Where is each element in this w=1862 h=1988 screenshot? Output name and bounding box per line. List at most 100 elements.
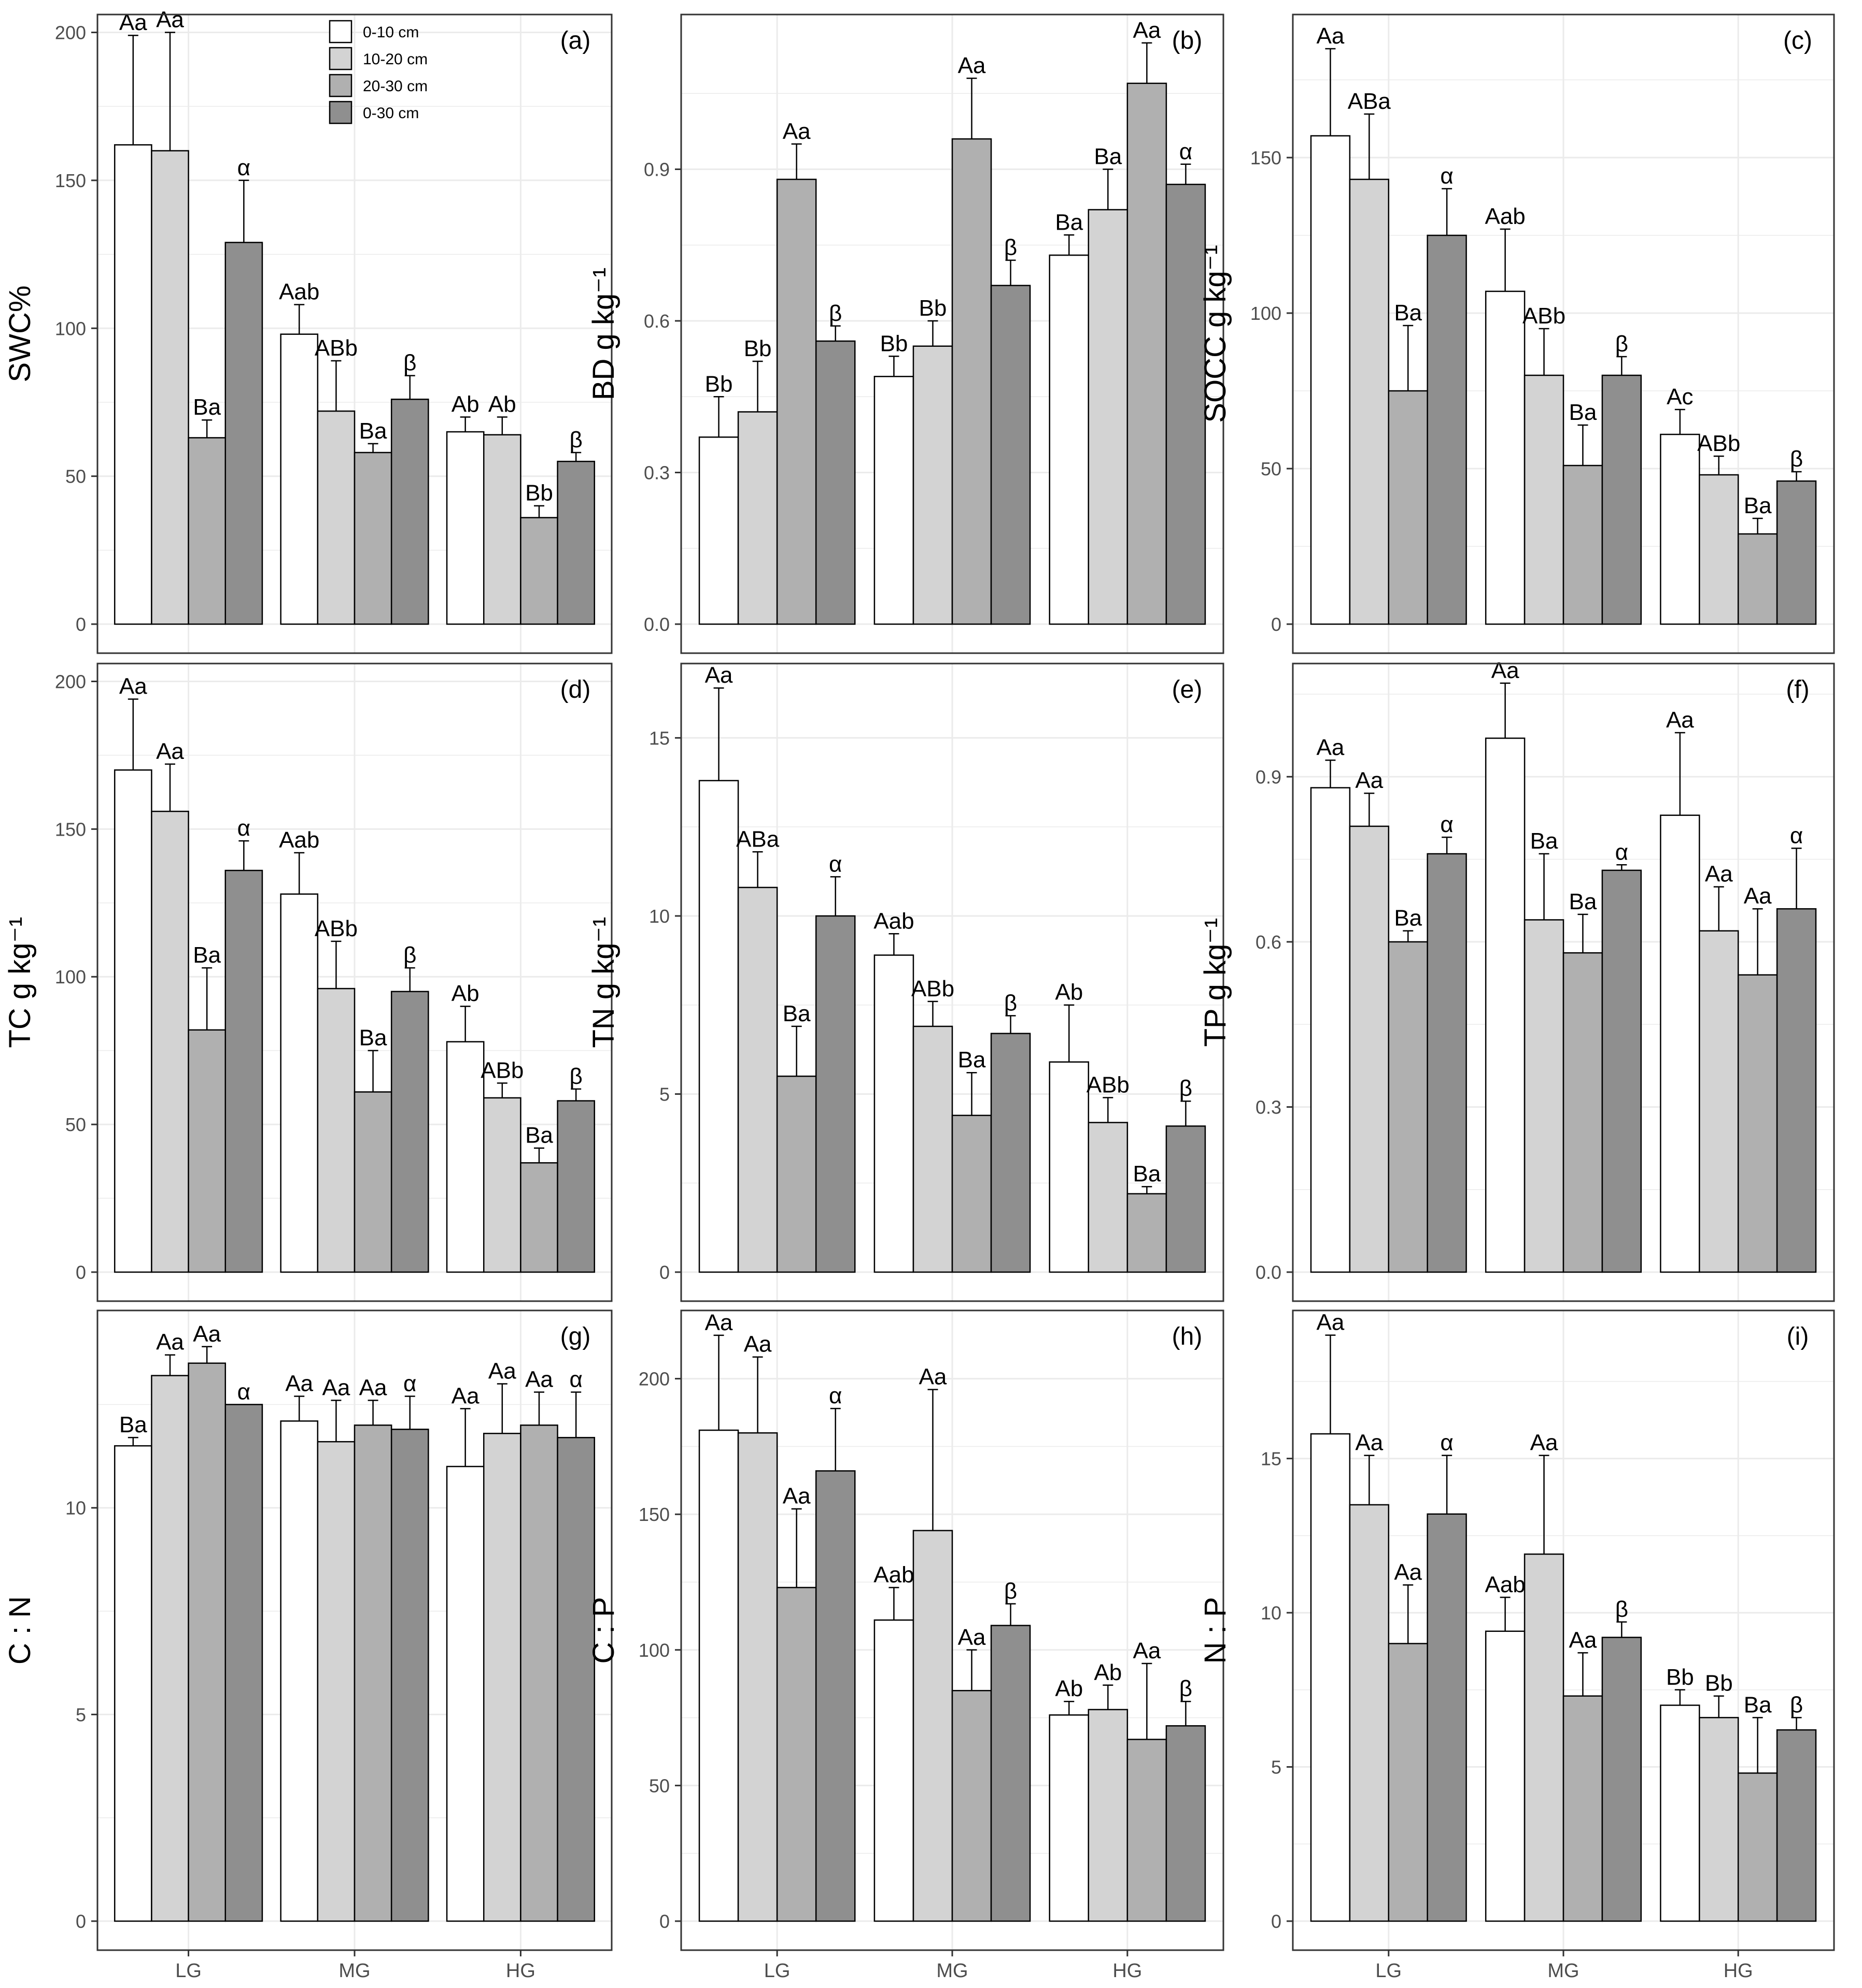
significance-label: Ba (1394, 906, 1422, 931)
significance-label: β (1790, 446, 1803, 472)
y-axis-label: TN g kg⁻¹ (587, 917, 620, 1048)
bar (1562, 952, 1603, 1273)
bar (776, 178, 817, 625)
bar (737, 411, 778, 625)
bar (317, 410, 356, 625)
bar (990, 1625, 1031, 1922)
significance-label: Aa (1133, 1638, 1161, 1663)
panel-tag: (h) (1172, 1323, 1203, 1350)
bar (114, 144, 152, 625)
significance-label: Aa (783, 1484, 811, 1509)
significance-label: Ba (359, 1025, 387, 1051)
bar (1349, 1504, 1390, 1922)
significance-label: Bb (705, 371, 733, 397)
significance-label: Aa (1317, 23, 1345, 49)
bar (224, 242, 263, 625)
bar (1737, 974, 1778, 1273)
significance-label: Aa (1394, 1560, 1422, 1585)
significance-label: Aab (1485, 1572, 1525, 1597)
bar (520, 1162, 558, 1273)
bar (1524, 919, 1564, 1273)
panel-h: Aa Aab Ab Aa Aa Ab Aa Aa Aa α β β 0 50 100 150 200 LG MG HG… (587, 1309, 1224, 1982)
bar (188, 437, 227, 625)
significance-label: Aa (156, 7, 184, 33)
significance-label: Ba (1133, 1161, 1161, 1187)
bar (1349, 178, 1390, 625)
y-tick-label: 15 (1261, 1448, 1281, 1470)
bar (1165, 1125, 1206, 1273)
significance-label: Aa (1317, 735, 1345, 760)
legend-swatch (329, 74, 352, 97)
y-tick-label: 150 (55, 170, 86, 191)
bar (520, 517, 558, 625)
bar (951, 1690, 992, 1922)
y-axis-label: SWC% (3, 286, 37, 383)
significance-label: Aa (1317, 1310, 1345, 1335)
y-tick-label: 0 (659, 1911, 670, 1932)
x-tick-label: MG (1547, 1960, 1579, 1982)
x-tick-label: MG (936, 1960, 968, 1982)
y-tick-label: 0 (659, 1262, 670, 1283)
bar (1601, 869, 1642, 1273)
bar (1049, 1061, 1090, 1273)
significance-label: β (1615, 331, 1628, 357)
bar (990, 285, 1031, 625)
y-tick-label: 200 (55, 671, 86, 692)
bar (1388, 1643, 1428, 1922)
y-tick-label: 0.6 (1256, 932, 1281, 953)
significance-label: Bb (919, 295, 947, 321)
legend-label: 10-20 cm (363, 51, 428, 68)
y-tick-label: 100 (639, 1640, 670, 1661)
y-tick-label: 200 (55, 22, 86, 44)
panel-tag: (b) (1172, 27, 1203, 54)
bar (815, 340, 856, 625)
y-tick-label: 0 (76, 1911, 86, 1932)
bar (951, 1115, 992, 1273)
significance-label: Aa (285, 1371, 313, 1396)
panel-tag: (a) (560, 27, 591, 54)
bar (737, 886, 778, 1273)
bar (1601, 374, 1642, 625)
significance-label: Aa (1530, 1430, 1558, 1456)
bar (1737, 533, 1778, 625)
bar (390, 991, 429, 1273)
significance-label: Aa (958, 53, 986, 78)
y-tick-label: 10 (1261, 1602, 1281, 1624)
significance-label: Aa (958, 1625, 986, 1650)
bar (1088, 1709, 1129, 1922)
bar (354, 452, 392, 625)
significance-label: Ab (488, 391, 516, 417)
significance-label: Ba (359, 418, 387, 444)
bar (151, 1375, 189, 1922)
panel-b: Bb Bb Ba Bb Bb Ba Aa Aa Aa β β α 0.0 0.3 0.6 0.9 BD g kg… (587, 13, 1224, 654)
bar (1660, 1704, 1700, 1922)
bar (557, 460, 596, 625)
significance-label: β (1179, 1676, 1192, 1701)
significance-label: ABb (1087, 1072, 1130, 1097)
bar (815, 915, 856, 1273)
legend-swatch (329, 101, 352, 124)
bar (1427, 234, 1467, 625)
bar (1088, 1122, 1129, 1273)
significance-label: Ba (958, 1047, 986, 1073)
bar (317, 1441, 356, 1922)
panel-border (680, 13, 1224, 654)
y-tick-label: 0.0 (644, 614, 670, 635)
legend: 0-10 cm 10-20 cm 20-30 cm 0-30 cm (329, 20, 428, 124)
bar (737, 1432, 778, 1922)
significance-label: Ba (119, 1412, 147, 1437)
bar (1310, 135, 1351, 625)
panel-border (96, 662, 613, 1302)
y-tick-label: 5 (76, 1704, 86, 1725)
significance-label: Bb (744, 336, 772, 361)
y-tick-label: 15 (649, 727, 670, 749)
bar (1427, 1513, 1467, 1922)
panel-d: Aa Aab Ab Aa ABb ABb Ba Ba Ba α β β 0 50 100 150 200 TC g… (3, 662, 613, 1302)
bar (1524, 1553, 1564, 1922)
x-tick-label: LG (1375, 1960, 1402, 1982)
significance-label: β (829, 301, 842, 326)
bar (1088, 209, 1129, 625)
significance-label: Aab (279, 279, 319, 305)
panel-tag: (e) (1172, 676, 1203, 703)
significance-label: Aa (193, 1321, 221, 1347)
